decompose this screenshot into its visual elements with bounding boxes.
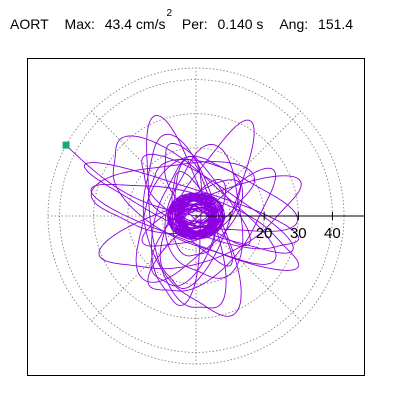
- radial-tick-label-30: 30: [290, 225, 307, 242]
- radial-tick-label-40: 40: [324, 225, 341, 242]
- trace-loop-16: [83, 162, 300, 250]
- radial-axis: 20 30 40: [196, 212, 365, 242]
- trace-loop-4: [142, 133, 242, 317]
- chart-header: AORT Max: 43.4 cm/s2 Per: 0.140 s Ang: 1…: [10, 8, 354, 32]
- plot-frame: [27, 58, 365, 376]
- trace-loop-18: [135, 155, 244, 283]
- per-label: Per:: [181, 15, 208, 32]
- marker-layer: [62, 141, 70, 149]
- trace-loop-12: [150, 179, 226, 287]
- trace-core-cluster: [166, 192, 226, 240]
- per-value: 0.140 s: [217, 15, 264, 32]
- ang-value: 151.4: [318, 15, 354, 32]
- radial-tick-label-20: 20: [256, 225, 273, 242]
- trace-loop-15: [171, 158, 216, 257]
- max-exponent: 2: [166, 8, 173, 19]
- trace-loop-17: [90, 183, 300, 271]
- lead-label: AORT: [10, 15, 49, 32]
- trace-loop-3: [159, 119, 255, 289]
- max-value: 43.4 cm/s: [104, 15, 166, 32]
- trace-tail: [65, 144, 197, 217]
- ang-label: Ang:: [279, 15, 309, 32]
- max-label: Max:: [64, 15, 95, 32]
- current-point-marker: [62, 141, 70, 149]
- trace-loop-19: [164, 144, 244, 279]
- trace-loop-11: [164, 142, 251, 247]
